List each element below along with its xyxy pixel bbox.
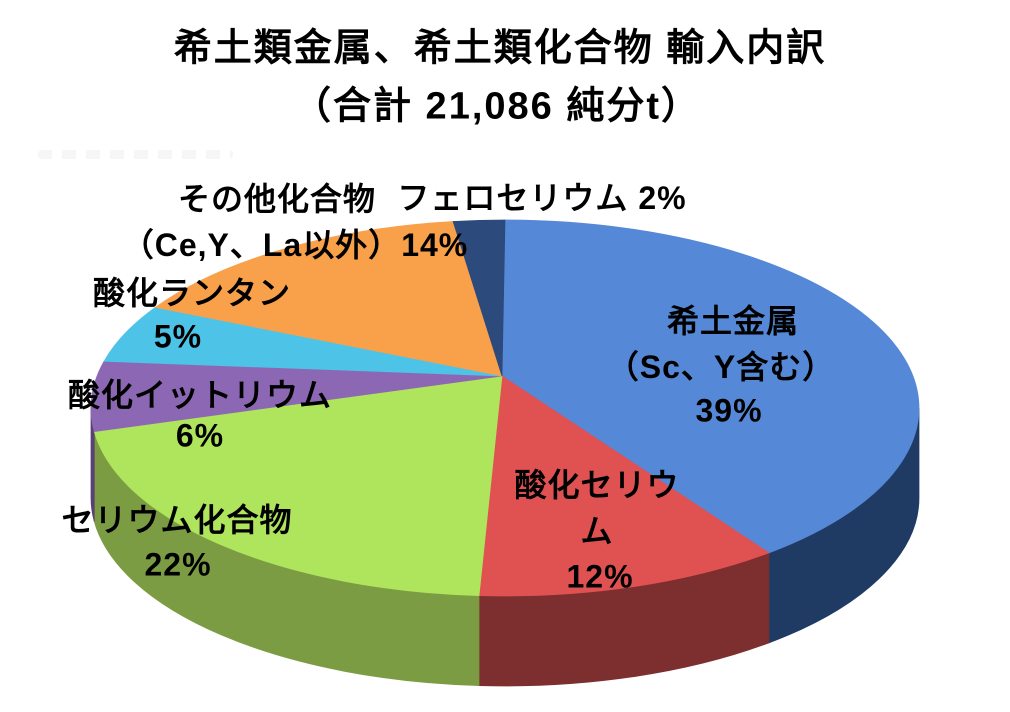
label-rare-earth-metal-value: 39%	[695, 392, 763, 429]
label-rare-earth-metal-name: 希土金属	[666, 303, 800, 339]
pie-slice-3	[90, 360, 503, 432]
chart-subtitle: （合計 21,086 純分t）	[293, 85, 701, 128]
pie-tops-group	[90, 219, 920, 597]
label-ferrocerium: フェロセリウム 2%	[397, 180, 687, 216]
pie-slice-1	[478, 375, 770, 597]
chart-title: 希土類金属、希土類化合物 輸入内訳	[173, 27, 827, 70]
label-cerium-compounds-value: 22%	[144, 546, 212, 583]
label-lanthanum-oxide-value: 5%	[153, 318, 203, 355]
pie-slice-2	[93, 375, 503, 597]
label-cerium-oxide-name-1: 酸化セリウ	[514, 467, 680, 503]
label-other-compounds-name: その他化合物	[177, 181, 377, 217]
label-yttrium-oxide-value: 6%	[175, 417, 225, 454]
label-other-compounds-value: （Ce,Y、La以外）14%	[121, 227, 469, 263]
label-rare-earth-metal-sub: （Sc、Y含む）	[606, 349, 836, 385]
pie-slice-6	[452, 219, 506, 377]
scan-artifact	[38, 150, 233, 159]
label-lanthanum-oxide-name: 酸化ランタン	[92, 275, 292, 311]
label-cerium-oxide-value: 12%	[566, 558, 634, 595]
pie-slice-0	[501, 219, 920, 554]
label-cerium-oxide-name-2: ム	[580, 513, 614, 549]
label-cerium-compounds-name: セリウム化合物	[61, 502, 293, 538]
label-yttrium-oxide-name: 酸化イットリウム	[67, 377, 333, 413]
pie-slice-5	[154, 221, 503, 377]
